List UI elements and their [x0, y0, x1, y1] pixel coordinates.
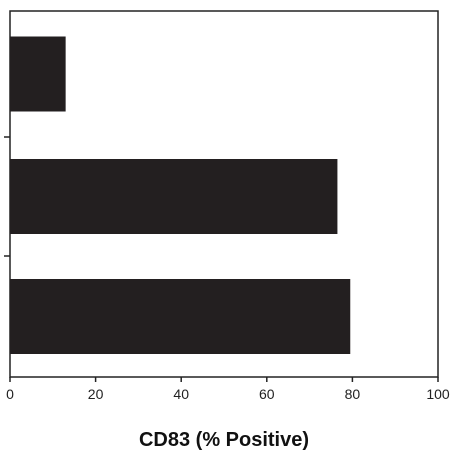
x-tick-label-60: 60 — [259, 386, 275, 402]
bar-2 — [10, 159, 338, 234]
x-tick-label-100: 100 — [426, 386, 450, 402]
x-tick-label-20: 20 — [88, 386, 104, 402]
x-axis-title: CD83 (% Positive) — [139, 429, 309, 451]
x-ticks-group: 0 20 40 60 80 100 — [6, 377, 450, 402]
x-tick-label-80: 80 — [345, 386, 361, 402]
bars-group — [10, 36, 351, 354]
x-tick-label-0: 0 — [6, 386, 14, 402]
bar-3 — [10, 279, 351, 354]
x-tick-label-40: 40 — [173, 386, 189, 402]
bar-1 — [10, 36, 66, 112]
category-ticks-group — [4, 136, 10, 257]
